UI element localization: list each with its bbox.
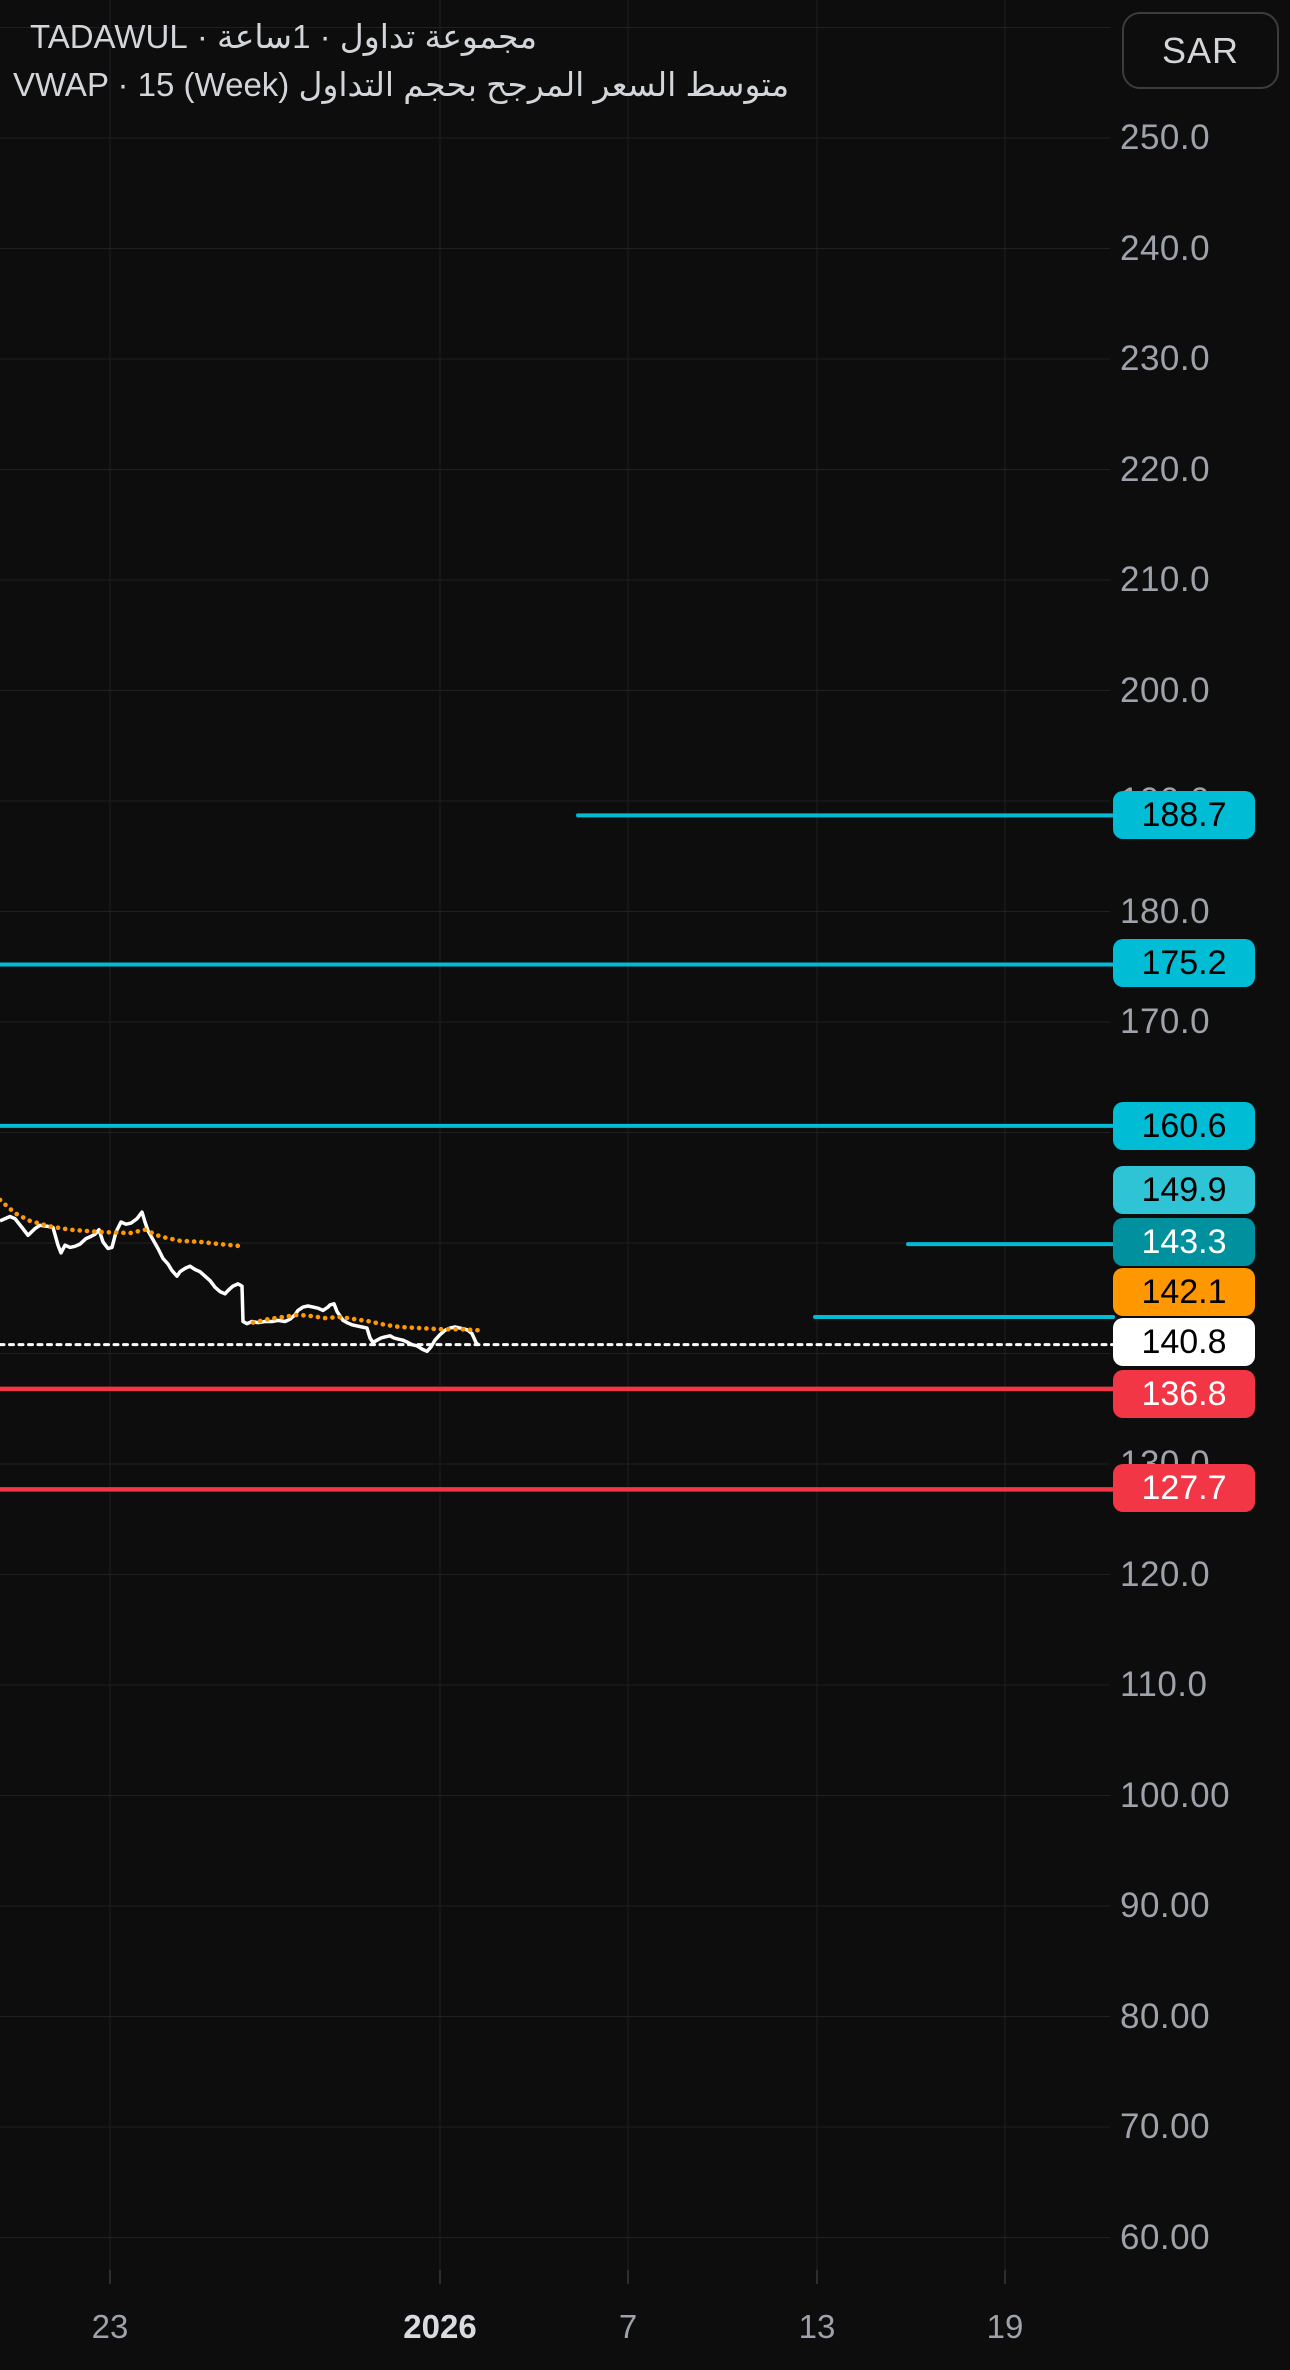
time-tick-label: 23	[91, 2308, 129, 2345]
price-level-badge[interactable]: 127.7	[1113, 1464, 1255, 1512]
price-tick-label: 230.0	[1120, 339, 1211, 378]
price-series	[0, 1210, 480, 1354]
price-tick-label: 90.00	[1120, 1886, 1211, 1925]
data-series	[0, 1197, 483, 1354]
price-tick-label: 220.0	[1120, 449, 1211, 489]
time-tick-label: 13	[798, 2308, 836, 2345]
price-level-badge[interactable]: 188.7	[1113, 791, 1255, 839]
price-level-badge[interactable]: 140.8	[1113, 1318, 1255, 1366]
symbol-title[interactable]: مجموعة تداول · 1ساعة · TADAWUL	[30, 18, 538, 55]
price-tick-label: 80.00	[1120, 1996, 1211, 2036]
price-tick-label: 200.0	[1120, 670, 1211, 710]
price-tick-label: 60.00	[1120, 2217, 1211, 2257]
price-tick-label: 120.0	[1120, 1554, 1211, 1594]
price-tick-label: 240.0	[1120, 228, 1211, 268]
grid-lines	[0, 0, 1110, 2284]
price-tick-label: 70.00	[1120, 2107, 1211, 2146]
time-tick-label: 7	[618, 2308, 638, 2345]
price-level-badge[interactable]: 149.9	[1113, 1166, 1255, 1214]
price-tick-label: 110.0	[1120, 1665, 1208, 1704]
time-axis-ticks	[109, 2270, 1006, 2284]
price-tick-label: 250.0	[1120, 118, 1211, 157]
time-tick-label: 2026	[403, 2308, 477, 2345]
vwap-week-1-series	[0, 1197, 246, 1249]
price-level-lines	[0, 813, 1116, 1492]
currency-label: SAR	[1161, 29, 1240, 71]
price-tick-label: 170.0	[1120, 1002, 1211, 1041]
price-level-badge[interactable]: 143.3	[1113, 1218, 1255, 1266]
price-tick-label: 180.0	[1120, 891, 1211, 931]
price-tick-label: 100.00	[1120, 1775, 1231, 1815]
vwap-week-2-series	[250, 1312, 483, 1333]
price-tick-label: 210.0	[1120, 560, 1211, 599]
price-level-badge[interactable]: 142.1	[1113, 1268, 1255, 1316]
currency-button[interactable]: SAR	[1122, 12, 1279, 89]
price-level-badge[interactable]: 160.6	[1113, 1102, 1255, 1150]
time-tick-label: 19	[986, 2308, 1024, 2345]
indicator-title[interactable]: متوسط السعر المرجح بحجم التداول VWAP · 1…	[13, 66, 790, 103]
price-level-badge[interactable]: 175.2	[1113, 939, 1255, 987]
price-level-badge[interactable]: 136.8	[1113, 1370, 1255, 1418]
